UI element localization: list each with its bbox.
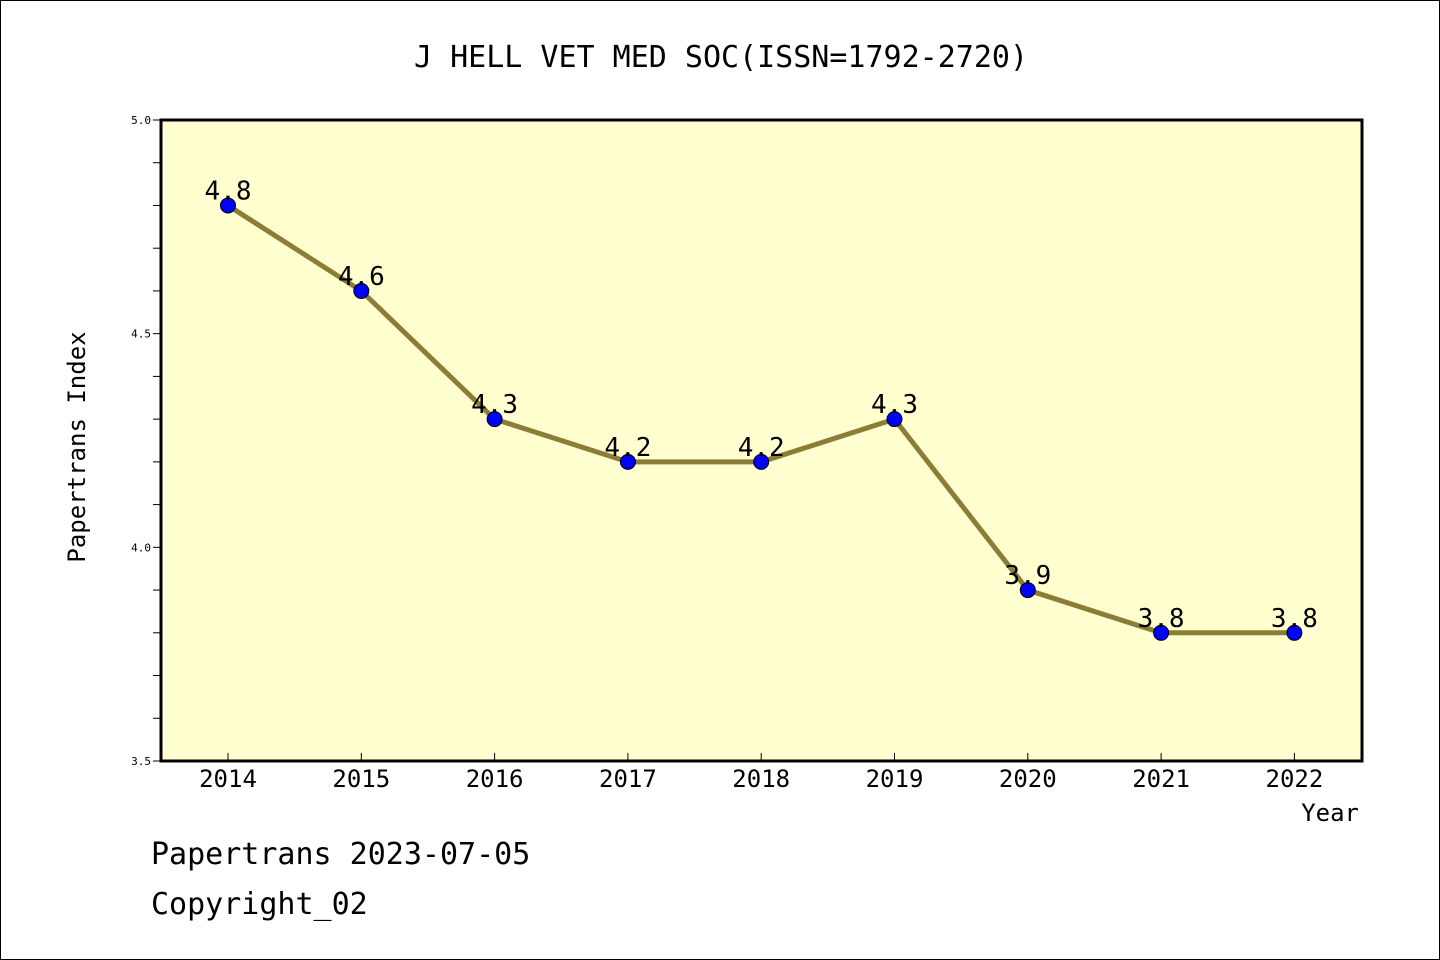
data-point: [1286, 624, 1303, 641]
data-point: [886, 411, 903, 428]
data-point: [486, 411, 503, 428]
data-point: [353, 282, 370, 299]
chart-title: J HELL VET MED SOC(ISSN=1792-2720): [414, 40, 1028, 75]
plot-area: [159, 118, 1364, 763]
y-axis-label: Papertrans Index: [63, 331, 91, 562]
y-tick-label: 4.0: [131, 541, 151, 554]
x-tick-label: 2022: [1266, 765, 1324, 793]
data-label: 4.2: [604, 433, 651, 463]
x-tick-label: 2017: [599, 765, 657, 793]
data-label: 3.9: [1004, 561, 1051, 591]
data-point: [619, 453, 636, 470]
x-tick-label: 2014: [199, 765, 257, 793]
data-label: 4.3: [871, 390, 918, 420]
x-tick-label: 2015: [332, 765, 390, 793]
x-tick-label: 2021: [1132, 765, 1190, 793]
x-tick-label: 2019: [866, 765, 924, 793]
data-label: 3.8: [1138, 604, 1185, 634]
data-point: [220, 197, 236, 214]
series-group: 4.8 4.6 4.3 4.2 4.2 4.3 3.9 3.8 3.8: [205, 176, 1318, 641]
data-point: [753, 453, 770, 470]
data-label: 4.2: [738, 433, 785, 463]
x-axis: 2014 2015 2016 2017 2018 2019 2020 2021 2022: [199, 753, 1323, 793]
x-tick-label: 2018: [732, 765, 790, 793]
data-label: 4.3: [471, 390, 518, 420]
footer-date: Papertrans 2023-07-05: [151, 837, 531, 872]
data-label: 4.8: [205, 176, 252, 206]
data-point: [1153, 624, 1170, 641]
data-label: 3.8: [1271, 604, 1318, 634]
x-tick-label: 2020: [999, 765, 1057, 793]
y-axis: 3.5 4.0 4.5 5.0: [131, 114, 161, 768]
y-tick-label: 4.5: [131, 328, 151, 341]
y-tick-label: 3.5: [131, 755, 151, 768]
x-axis-label: Year: [1301, 799, 1359, 827]
footer-copyright: Copyright_02: [151, 887, 368, 922]
data-label: 4.6: [338, 262, 385, 292]
x-tick-label: 2016: [466, 765, 524, 793]
y-tick-label: 5.0: [131, 114, 151, 127]
data-point: [1019, 582, 1036, 599]
